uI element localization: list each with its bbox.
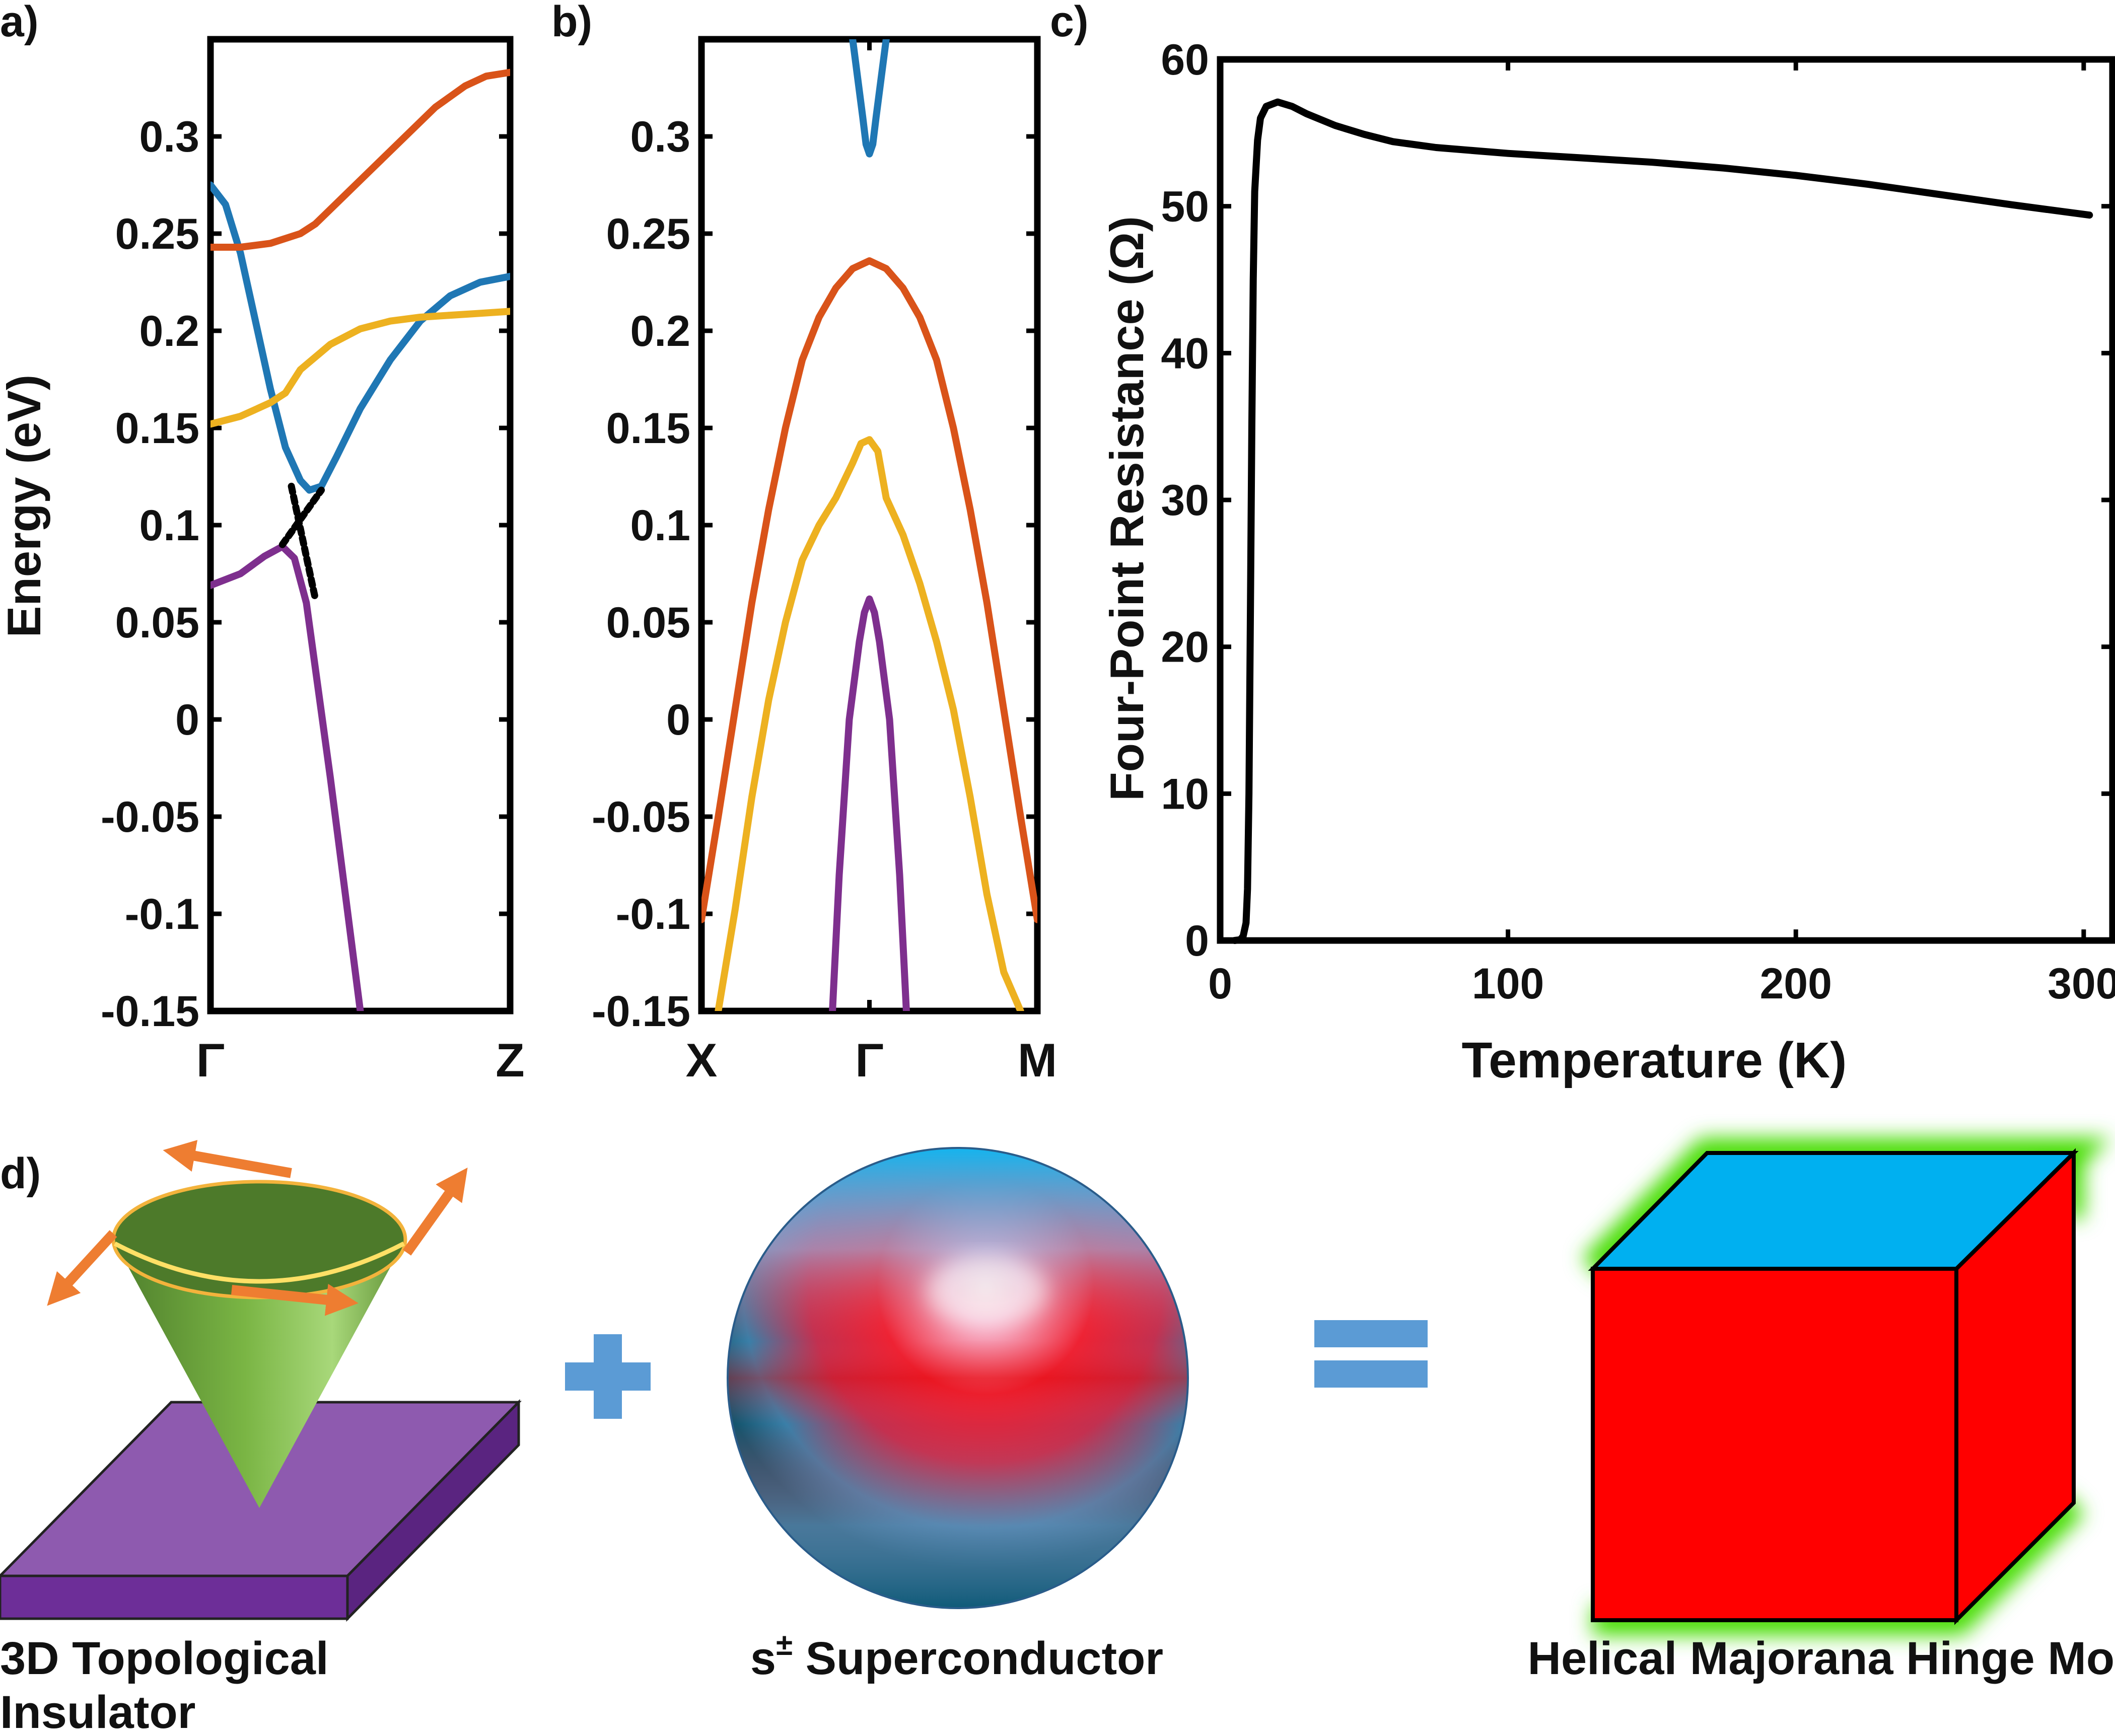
panel-a-plot: 0.3 0.25 0.2 0.15 0.1 0.05 0 -0.05 -0.1 -0.15Γ Z [101,36,525,1087]
y-tick-label: 0.1 [139,501,199,550]
series-group [701,39,1037,1011]
y-tick-label: 30 [1161,476,1209,525]
plot-frame [1217,56,2115,944]
spin-arrow-icon [47,1230,117,1306]
x-tick-label: 200 [1759,960,1832,1008]
caption-sc-superscript: ± [776,1628,793,1661]
y-tick-label: 0.2 [139,307,199,355]
plus-sign-icon [565,1334,651,1419]
series-line-blue-band [849,39,890,158]
series-line-blue-band [210,181,510,494]
caption-hinge-mode: Helical Majorana Hinge Mode [1528,1633,2115,1684]
panel-b-plot: 0.3 0.25 0.2 0.15 0.1 0.05 0 -0.05 -0.1 -0.15X Γ M [592,36,1057,1087]
panel-a: a) Energy (eV) 0.3 0.25 0.2 0.15 0.1 0.05 0 -0.… [0,0,525,1087]
x-tick-label: Z [496,1034,524,1087]
panel-b: b) 0.3 0.25 0.2 0.15 0.1 0.05 0 -0.05 -0.1 -0.15X… [551,0,1057,1087]
panel-c-xlabel: Temperature (K) [1462,1032,1847,1089]
caption-superconductor: s± Superconductor [750,1628,1163,1684]
spin-arrow-icon [231,1283,359,1316]
y-tick-label: 20 [1161,623,1209,672]
series-line-dashed-crossing-2 [288,482,319,603]
y-tick-label: 0 [175,696,199,744]
y-tick-label: 10 [1161,770,1209,818]
y-tick-label: -0.1 [125,890,199,938]
y-tick-label: 40 [1161,329,1209,378]
spin-arrows [47,1140,468,1316]
x-tick-label: 300 [2048,960,2115,1008]
y-tick-label: -0.15 [101,987,199,1036]
series-line-resistance [1231,98,2093,944]
y-tick-label: -0.05 [101,793,199,841]
y-tick-label: 0.25 [606,210,690,258]
y-tick-label: 0.15 [606,404,690,453]
caption-sc-prefix: s [750,1633,776,1684]
series-line-dashed-crossing-1 [278,486,325,548]
y-tick-label: -0.05 [592,793,690,841]
plot-frame [698,36,1041,1015]
panel-d-label: d) [0,1149,41,1198]
spin-arrow-icon [402,1167,468,1256]
y-tick-label: 0.25 [115,210,199,258]
panel-a-ylabel: Energy (eV) [0,375,50,637]
y-tick-label: 0 [1185,917,1209,965]
x-tick-label: M [1018,1034,1057,1087]
x-tick-label: 100 [1472,960,1544,1008]
series-line-orange-band [210,68,510,251]
panel-a-label: a) [0,0,38,46]
caption-topological-insulator-line2: Insulator [0,1687,195,1736]
x-tick-label: X [686,1034,718,1087]
spin-arrow-icon [163,1140,292,1178]
y-tick-label: 0.3 [630,113,690,161]
x-tick-label: Γ [855,1034,884,1087]
panel-b-label: b) [551,0,592,46]
y-tick-label: 0.15 [115,404,199,453]
x-tick-label: Γ [196,1034,225,1087]
panel-c: c) Four-Point Resistance (Ω) Temperature… [1050,0,2115,1089]
series-line-orange-band [701,257,1037,923]
y-tick-label: 0.05 [115,599,199,647]
series-line-yellow-band [715,436,1024,1011]
y-tick-label: 0.3 [139,113,199,161]
equals-sign-icon [1314,1320,1428,1388]
y-tick-label: 0 [666,696,690,744]
y-tick-label: 0.2 [630,307,690,355]
panel-d: d) 3D Topological Insulator [0,1138,2115,1736]
series-group [210,68,510,1011]
x-tick-label: 0 [1208,960,1232,1008]
hinge-mode-cube-icon [1582,1138,2111,1635]
series-line-yellow-band [210,308,510,428]
y-tick-label: 60 [1161,36,1209,84]
y-tick-label: 50 [1161,183,1209,231]
superconductor-sphere-icon [727,1147,1189,1609]
series-line-purple-band [210,543,364,1011]
series-line-purple-band [829,595,910,1011]
panel-c-label: c) [1050,0,1088,46]
caption-topological-insulator-line1: 3D Topological [0,1633,329,1684]
caption-sc-rest: Superconductor [793,1633,1163,1684]
panel-c-ylabel: Four-Point Resistance (Ω) [1100,216,1153,801]
y-tick-label: 0.1 [630,501,690,550]
y-tick-label: -0.15 [592,987,690,1036]
y-tick-label: 0.05 [606,599,690,647]
y-tick-label: -0.1 [616,890,690,938]
